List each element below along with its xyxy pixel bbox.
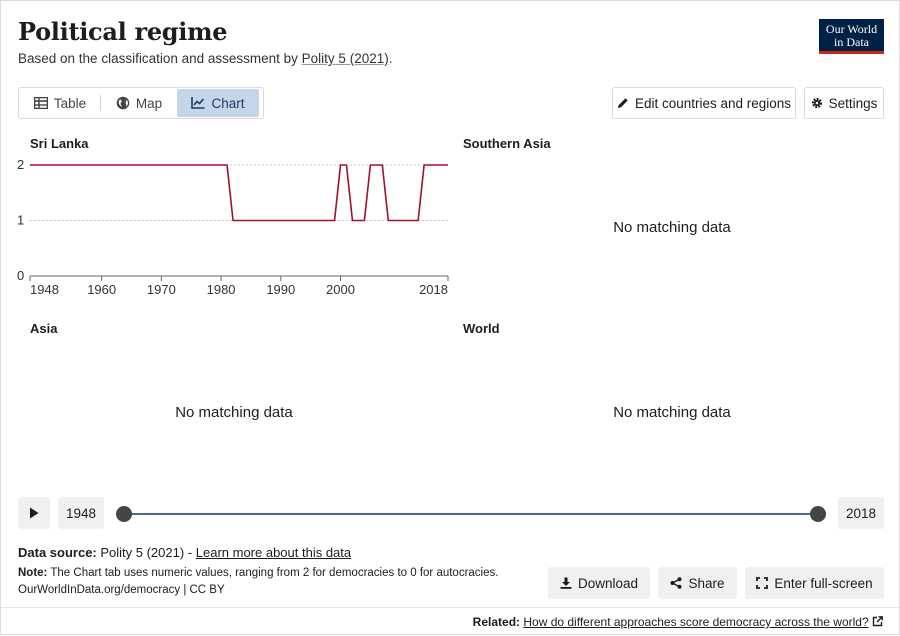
expand-icon: [756, 577, 769, 589]
no-data-world: No matching data: [613, 404, 731, 421]
tab-chart[interactable]: Chart: [177, 89, 259, 117]
play-icon: [30, 507, 39, 519]
timeline-end-label[interactable]: 2018: [838, 497, 884, 529]
y-tick-label: 1: [17, 213, 24, 228]
note-label: Note:: [18, 567, 48, 579]
x-tick-label: 1948: [30, 282, 59, 297]
tab-chart-label: Chart: [211, 95, 245, 111]
share-button[interactable]: Share: [658, 567, 737, 599]
panel-title-sri-lanka: Sri Lanka: [30, 136, 89, 151]
panel-title-southern-asia: Southern Asia: [463, 136, 551, 151]
play-button[interactable]: [18, 497, 50, 529]
x-tick-label: 1960: [87, 282, 116, 297]
panel-title-asia: Asia: [30, 321, 58, 336]
owid-logo[interactable]: Our World in Data: [819, 19, 884, 54]
related-link[interactable]: How do different approaches score democr…: [523, 615, 869, 629]
x-tick-label: 1970: [147, 282, 176, 297]
subtitle-prefix: Based on the classification and assessme…: [18, 51, 302, 66]
x-tick-label: 2018: [419, 282, 448, 297]
logo-line2: in Data: [834, 34, 869, 49]
pencil-icon: [617, 98, 628, 108]
edit-countries-button[interactable]: Edit countries and regions: [612, 87, 796, 119]
no-data-southern-asia: No matching data: [613, 219, 731, 236]
chart-subtitle: Based on the classification and assessme…: [18, 51, 392, 66]
view-tabs: Table Map Chart: [18, 87, 264, 119]
timeline-start-handle[interactable]: [116, 506, 132, 522]
data-source-label: Data source:: [18, 545, 97, 560]
download-button[interactable]: Download: [548, 567, 650, 599]
download-label: Download: [577, 575, 639, 591]
panel-title-world: World: [463, 321, 500, 336]
tab-table[interactable]: Table: [20, 89, 100, 117]
data-source-value: Polity 5 (2021) -: [96, 545, 196, 560]
settings-label: Settings: [828, 95, 878, 111]
tab-map-label: Map: [135, 95, 163, 111]
edit-countries-label: Edit countries and regions: [634, 95, 792, 111]
share-icon: [670, 577, 682, 589]
table-icon: [33, 97, 48, 109]
note-line: Note: The Chart tab uses numeric values,…: [18, 567, 498, 579]
url-license-line[interactable]: OurWorldInData.org/democracy | CC BY: [18, 584, 225, 596]
subtitle-source-link[interactable]: Polity 5 (2021): [301, 51, 389, 66]
series-line-sri-lanka: [30, 164, 448, 222]
globe-icon: [116, 96, 130, 110]
fullscreen-label: Enter full-screen: [774, 575, 873, 591]
tab-separator: [100, 95, 101, 111]
timeline-end-handle[interactable]: [810, 506, 826, 522]
no-data-asia: No matching data: [175, 404, 293, 421]
x-tick-label: 1990: [266, 282, 295, 297]
chart-title: Political regime: [18, 17, 228, 46]
settings-button[interactable]: Settings: [804, 87, 884, 119]
logo-line1: Our World: [825, 22, 878, 36]
related-label: Related:: [472, 615, 521, 629]
timeline-track[interactable]: [123, 513, 818, 515]
note-text: The Chart tab uses numeric values, rangi…: [47, 567, 499, 579]
fullscreen-button[interactable]: Enter full-screen: [745, 567, 884, 599]
gear-icon: [811, 97, 822, 109]
timeline-start-label[interactable]: 1948: [58, 497, 104, 529]
related-bar: Related: How do different approaches sco…: [1, 607, 899, 635]
share-label: Share: [688, 575, 725, 591]
learn-more-link[interactable]: Learn more about this data: [195, 545, 352, 560]
related-inner: Related: How do different approaches sco…: [473, 615, 883, 629]
download-icon: [560, 577, 572, 589]
x-tick-label: 1980: [207, 282, 236, 297]
line-chart-icon: [191, 97, 205, 109]
x-tick-label: 2000: [326, 282, 355, 297]
data-source-line: Data source: Polity 5 (2021) - Learn mor…: [18, 545, 351, 560]
y-tick-label: 2: [17, 157, 24, 172]
external-link-icon[interactable]: [872, 616, 883, 627]
subtitle-suffix: .: [388, 51, 393, 66]
y-tick-label: 0: [17, 268, 24, 283]
tab-map[interactable]: Map: [101, 89, 177, 117]
tab-table-label: Table: [53, 95, 87, 111]
